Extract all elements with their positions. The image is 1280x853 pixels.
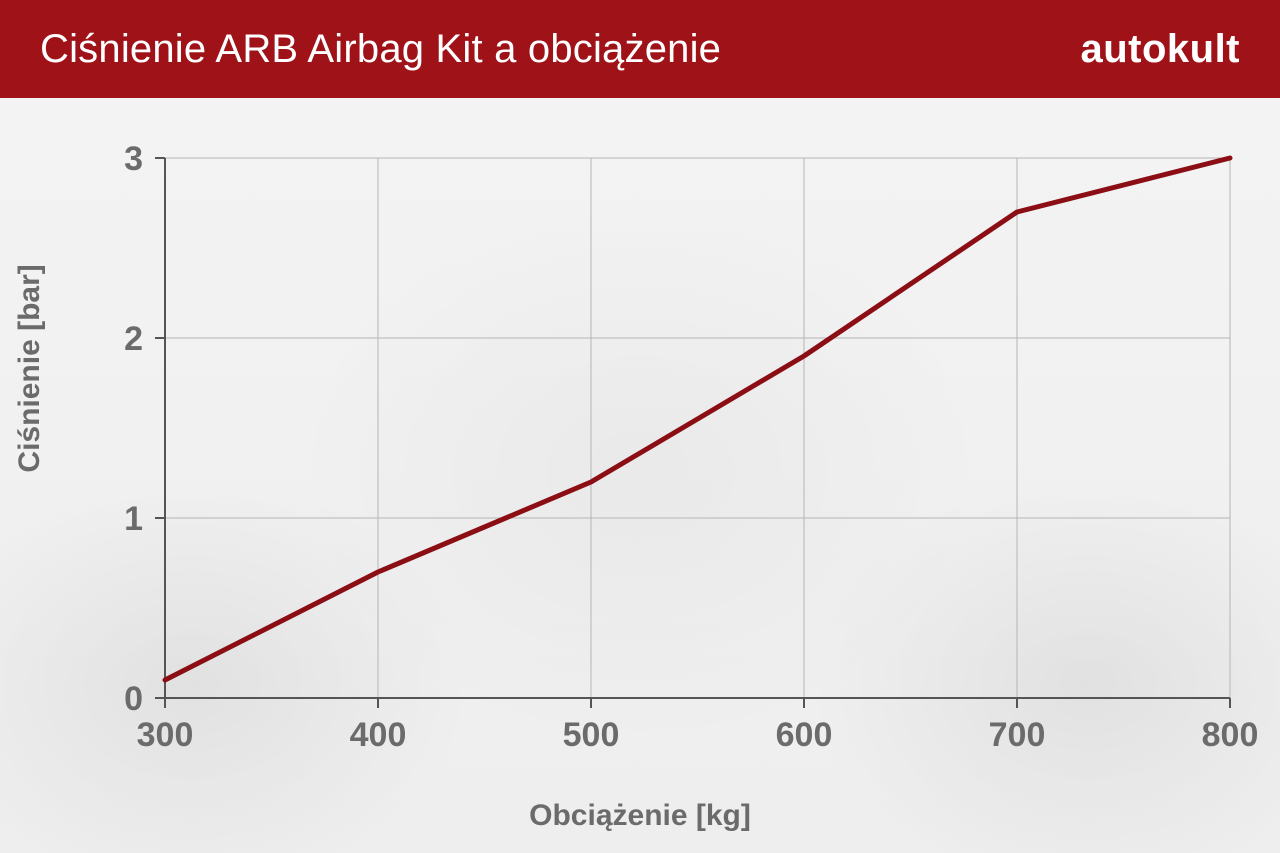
y-axis-label: Ciśnienie [bar]	[13, 264, 47, 472]
y-tick-label: 0	[124, 680, 143, 718]
x-tick-label: 300	[137, 716, 194, 754]
x-tick-label: 800	[1202, 716, 1259, 754]
x-tick-label: 400	[350, 716, 407, 754]
y-tick-label: 2	[124, 320, 143, 358]
x-tick-label: 600	[776, 716, 833, 754]
x-tick-label: 700	[989, 716, 1046, 754]
page: Ciśnienie ARB Airbag Kit a obciążenie au…	[0, 0, 1280, 853]
y-tick-label: 1	[124, 500, 143, 538]
y-tick-label: 3	[124, 140, 143, 178]
chart-area: 0 1 2 3 300 400 500 600 700 800 Ciśnienie [bar] O…	[0, 98, 1280, 853]
data-line	[165, 158, 1230, 680]
line-chart-svg: 0 1 2 3 300 400 500 600 700 800	[0, 98, 1280, 853]
chart-title: Ciśnienie ARB Airbag Kit a obciążenie	[40, 27, 721, 72]
x-axis-label: Obciążenie [kg]	[0, 799, 1280, 833]
x-tick-label: 500	[563, 716, 620, 754]
brand-logo-text: autokult	[1080, 27, 1240, 72]
header-bar: Ciśnienie ARB Airbag Kit a obciążenie au…	[0, 0, 1280, 98]
